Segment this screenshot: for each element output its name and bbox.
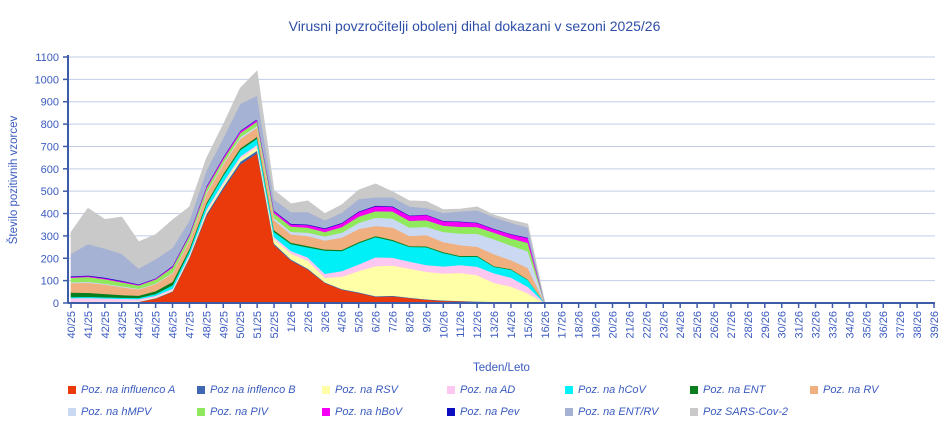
x-tick-label: 37/26 xyxy=(895,311,907,339)
y-tick-label: 100 xyxy=(41,276,59,288)
x-tick-label: 34/26 xyxy=(844,311,856,339)
x-tick-label: 38/26 xyxy=(912,311,924,339)
x-tick-label: 33/26 xyxy=(827,311,839,339)
x-tick-label: 11/26 xyxy=(455,311,467,338)
x-tick-label: 49/25 xyxy=(218,311,230,339)
x-tick-label: 23/26 xyxy=(658,311,670,339)
y-tick-label: 700 xyxy=(41,141,59,153)
x-tick-label: 17/26 xyxy=(557,311,569,339)
x-tick-label: 31/26 xyxy=(794,311,806,339)
x-tick-label: 39/26 xyxy=(929,311,941,339)
x-tick-label: 48/25 xyxy=(201,311,213,339)
x-tick-label: 2/26 xyxy=(303,311,315,332)
x-tick-label: 29/26 xyxy=(760,311,772,339)
x-tick-label: 20/26 xyxy=(607,311,619,339)
x-tick-label: 51/25 xyxy=(252,311,264,339)
x-tick-label: 43/25 xyxy=(117,311,129,339)
x-tick-label: 28/26 xyxy=(743,311,755,339)
x-tick-label: 21/26 xyxy=(624,311,636,339)
x-tick-label: 25/26 xyxy=(692,311,704,339)
y-tick-label: 600 xyxy=(41,164,59,176)
y-tick-label: 400 xyxy=(41,209,59,221)
area-sars-cov-2 xyxy=(70,70,546,304)
x-tick-label: 16/26 xyxy=(540,311,552,339)
x-tick-label: 8/26 xyxy=(404,311,416,332)
x-tick-label: 50/25 xyxy=(235,311,247,339)
y-tick-label: 500 xyxy=(41,186,59,198)
x-tick-label: 6/26 xyxy=(371,311,383,332)
x-tick-label: 14/26 xyxy=(506,311,518,339)
x-tick-label: 3/26 xyxy=(320,311,332,332)
y-tick-label: 300 xyxy=(41,231,59,243)
x-tick-label: 42/25 xyxy=(100,311,112,339)
x-tick-label: 9/26 xyxy=(421,311,433,332)
x-tick-label: 10/26 xyxy=(438,311,450,339)
x-tick-label: 27/26 xyxy=(726,311,738,339)
x-tick-label: 24/26 xyxy=(675,311,687,339)
x-tick-label: 44/25 xyxy=(134,311,146,339)
x-tick-label: 4/26 xyxy=(337,311,349,332)
x-tick-label: 15/26 xyxy=(523,311,535,339)
x-tick-label: 35/26 xyxy=(861,311,873,339)
x-tick-label: 1/26 xyxy=(286,311,298,332)
y-tick-label: 200 xyxy=(41,253,59,265)
x-tick-label: 41/25 xyxy=(83,311,95,339)
y-tick-label: 0 xyxy=(53,298,59,310)
y-tick-label: 800 xyxy=(41,119,59,131)
x-tick-label: 19/26 xyxy=(591,311,603,339)
y-tick-label: 900 xyxy=(41,97,59,109)
x-tick-label: 5/26 xyxy=(354,311,366,332)
x-tick-label: 45/25 xyxy=(151,311,163,339)
chart-title: Virusni povzročitelji obolenj dihal doka… xyxy=(288,18,661,34)
x-tick-label: 32/26 xyxy=(811,311,823,339)
x-tick-label: 7/26 xyxy=(388,311,400,332)
y-tick-label: 1100 xyxy=(35,52,59,64)
x-tick-label: 46/25 xyxy=(168,311,180,339)
x-tick-label: 52/25 xyxy=(269,311,281,339)
x-tick-label: 47/25 xyxy=(184,311,196,339)
y-tick-label: 1000 xyxy=(35,74,59,86)
x-tick-label: 22/26 xyxy=(641,311,653,339)
x-tick-label: 18/26 xyxy=(574,311,586,339)
x-tick-label: 40/25 xyxy=(66,311,78,339)
x-tick-label: 30/26 xyxy=(777,311,789,339)
x-axis-title: Teden/Leto xyxy=(473,362,530,374)
x-tick-label: 26/26 xyxy=(709,311,721,339)
x-tick-label: 12/26 xyxy=(472,311,484,339)
x-tick-label: 36/26 xyxy=(878,311,890,339)
x-tick-label: 13/26 xyxy=(489,311,501,339)
